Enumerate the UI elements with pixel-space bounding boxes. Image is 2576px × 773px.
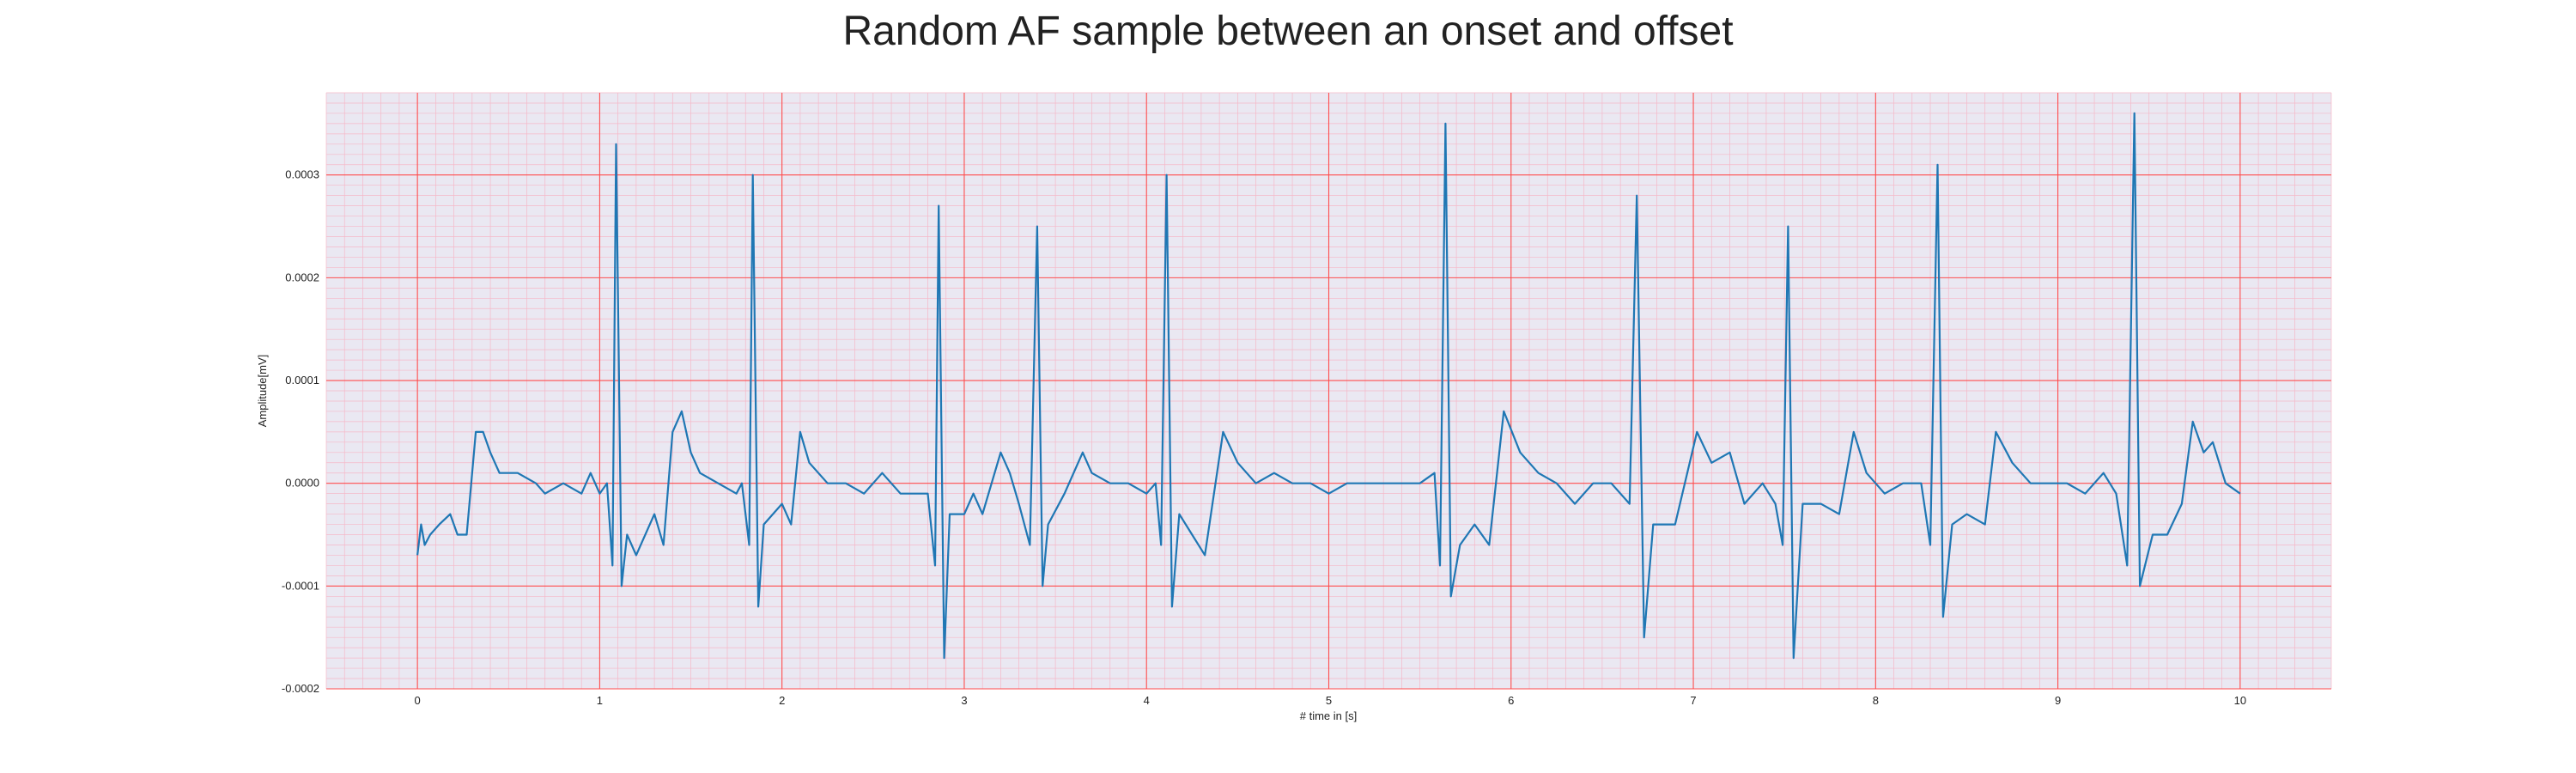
x-tick-label: 7: [1690, 694, 1696, 707]
x-tick-label: 8: [1873, 694, 1879, 707]
y-tick-label: -0.0001: [282, 579, 319, 592]
y-tick-label: 0.0002: [285, 271, 319, 283]
y-tick-label: -0.0002: [282, 682, 319, 695]
x-axis-ticks: 0 1 2 3 4 5 6 7 8 9 10: [415, 694, 2247, 707]
x-tick-label: 9: [2055, 694, 2061, 707]
x-tick-label: 10: [2234, 694, 2246, 707]
x-axis-label: # time in [s]: [1300, 709, 1357, 722]
x-tick-label: 3: [961, 694, 967, 707]
y-axis-ticks: -0.0002 -0.0001 0.0000 0.0001 0.0002 0.0003: [282, 168, 319, 695]
chart-title: Random AF sample between an onset and of…: [842, 9, 1733, 54]
x-tick-label: 1: [597, 694, 603, 707]
y-tick-label: 0.0001: [285, 374, 319, 386]
x-tick-label: 4: [1144, 694, 1150, 707]
y-tick-label: 0.0003: [285, 168, 319, 181]
x-tick-label: 0: [415, 694, 421, 707]
x-tick-label: 6: [1508, 694, 1514, 707]
x-tick-label: 5: [1326, 694, 1332, 707]
x-tick-label: 2: [779, 694, 785, 707]
major-grid: [326, 93, 2331, 690]
y-axis-label: Amplitude[mV]: [256, 355, 269, 428]
series-line: [416, 112, 2241, 660]
y-tick-label: 0.0000: [285, 477, 319, 490]
